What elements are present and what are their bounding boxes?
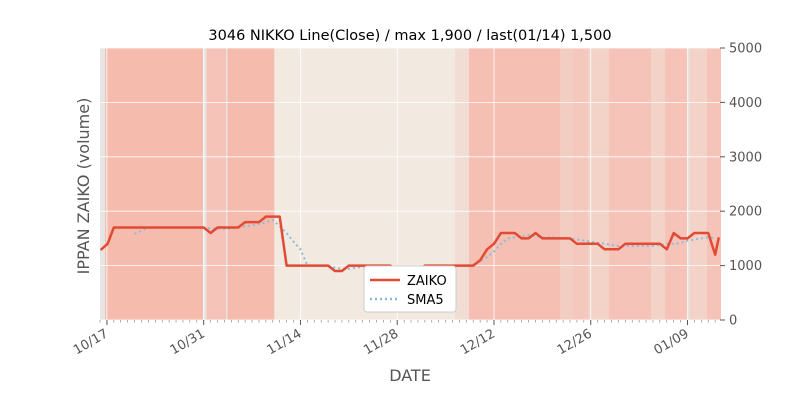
chart-title: 3046 NIKKO Line(Close) / max 1,900 / las… <box>208 28 611 44</box>
legend: ZAIKO SMA5 <box>363 265 457 313</box>
y-tick-label-0: 0 <box>729 314 737 329</box>
background-band-1 <box>206 48 227 320</box>
background-band-4 <box>455 48 469 320</box>
grid-lines <box>100 47 720 321</box>
background-band-10 <box>651 48 665 320</box>
y-tick-label-3000: 3000 <box>729 150 762 165</box>
background-band-13 <box>707 48 721 320</box>
legend-box <box>363 265 457 313</box>
legend-zaiko-label: ZAIKO <box>407 274 447 289</box>
series-line-sma5 <box>134 218 716 271</box>
y-axis: 0 1000 2000 3000 4000 5000 <box>720 42 762 329</box>
legend-sma5-label: SMA5 <box>407 293 444 308</box>
background-band-11 <box>665 48 689 320</box>
background-band-2 <box>227 48 275 320</box>
background-band-8 <box>588 48 609 320</box>
x-axis-label: DATE <box>389 366 431 385</box>
background-band-5 <box>469 48 560 320</box>
background-band-9 <box>609 48 651 320</box>
y-tick-label-2000: 2000 <box>729 205 762 220</box>
background-band-0 <box>105 48 203 320</box>
y-tick-label-4000: 4000 <box>729 96 762 111</box>
y-tick-label-5000: 5000 <box>729 42 762 57</box>
background-band-12 <box>689 48 707 320</box>
y-tick-label-1000: 1000 <box>729 259 762 274</box>
y-axis-label: IPPAN ZAIKO (volume) <box>74 98 93 275</box>
background-band-6 <box>560 48 573 320</box>
background-band-7 <box>572 48 588 320</box>
